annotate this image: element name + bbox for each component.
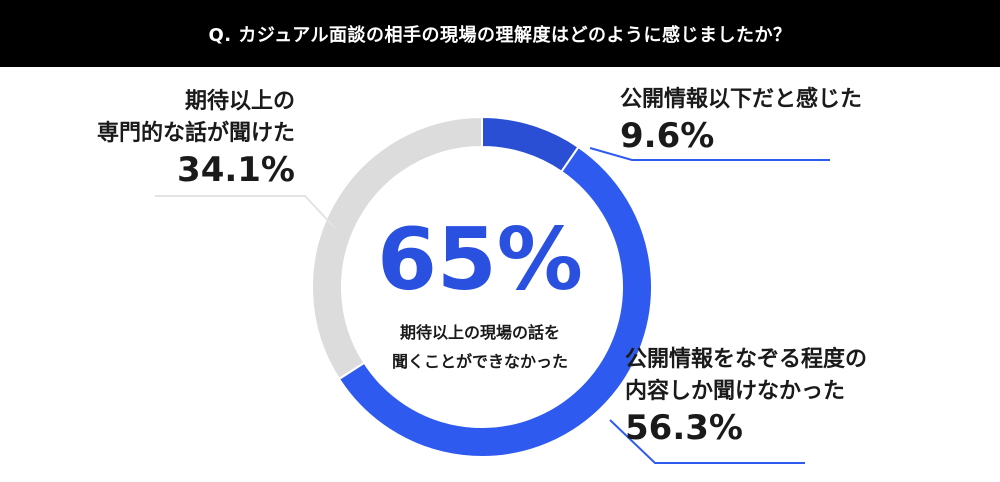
slice-label-text: 公開情報をなぞる程度の — [625, 347, 868, 372]
slice-label-text: 公開情報以下だと感じた — [620, 87, 863, 112]
slice-label-text: 期待以上の — [184, 89, 295, 114]
slice-label-public-info-only: 公開情報をなぞる程度の 内容しか聞けなかった 56.3% — [625, 344, 867, 448]
slice-label-percentage: 34.1% — [177, 150, 295, 190]
donut-slice-beyond-expectation — [311, 115, 483, 381]
center-percentage: 65% — [377, 210, 583, 310]
slice-label-text: 内容しか聞けなかった — [625, 379, 846, 404]
slice-label-text: 専門的な話が聞けた — [96, 121, 295, 146]
leader-line-public-info-below — [589, 147, 830, 161]
slice-label-percentage: 9.6% — [620, 116, 715, 156]
leader-line-public-info-only — [609, 419, 805, 464]
center-caption-line-2: 聞くことができなかった — [391, 352, 568, 371]
center-caption: 期待以上の現場の話を 聞くことができなかった — [380, 318, 580, 376]
center-caption-line-1: 期待以上の現場の話を — [399, 323, 560, 342]
question-text: Q. カジュアル面談の相手の現場の理解度はどのように感じましたか？ — [208, 24, 792, 46]
question-header: Q. カジュアル面談の相手の現場の理解度はどのように感じましたか？ — [0, 0, 1000, 67]
donut-slice-public-info-only — [337, 145, 653, 458]
leader-line-beyond-expectation — [155, 195, 336, 229]
donut-slice-public-info-below — [481, 115, 580, 174]
slice-label-percentage: 56.3% — [625, 408, 743, 448]
slice-label-public-info-below: 公開情報以下だと感じた 9.6% — [620, 84, 862, 156]
slice-label-beyond-expectation: 期待以上の 専門的な話が聞けた 34.1% — [40, 86, 295, 190]
